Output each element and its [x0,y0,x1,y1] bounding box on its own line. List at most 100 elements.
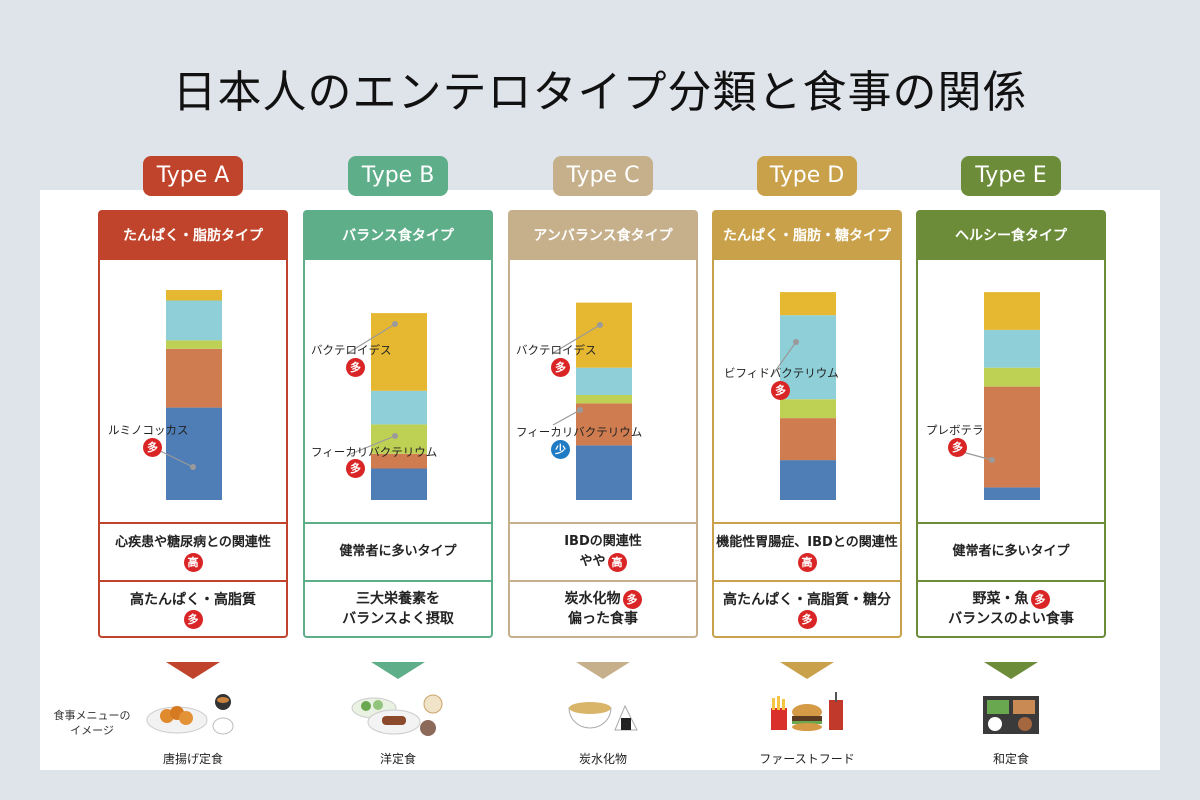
relation-text: 機能性胃腸症、IBDとの関連性 [716,534,898,550]
annotation-dot [392,433,398,439]
diet-description: 炭水化物多偏った食事 [510,580,696,636]
diet-description: 三大栄養素を バランスよく摂取 [305,580,491,636]
diet-text: 野菜・魚 [972,591,1029,607]
diet-text: 偏った食事 [568,611,638,627]
food-label: 和定食 [992,752,1029,766]
stacked-bar-svg [954,292,1040,500]
page-title: 日本人のエンテロタイプ分類と食事の関係 [172,67,1028,118]
bar-segment-orange [780,418,836,461]
type-badge: Type C [553,156,653,196]
bar-segment-cyan [984,329,1040,368]
stacked-bar-svg [770,292,836,500]
bacteria-level: 多 [948,436,967,457]
relation-text: やや [579,554,606,569]
diet-text: 三大栄養素を [356,591,440,607]
annotation-dot [392,321,398,327]
bar-segment-green [780,399,836,419]
annotation-leader-line [552,324,601,354]
diet-badge: 多 [797,609,817,629]
relation-text: 健常者に多いタイプ [952,544,1070,559]
composition-chart: プレボテラ多 [918,260,1104,522]
type-badge: Type D [757,156,857,196]
relation-badge: 高 [797,552,817,572]
bar-segment-green [576,395,632,404]
bacteria-level: 少 [551,438,570,459]
type-card: アンバランス食タイプ バクテロイデス多フィーカリバクテリウム少 IBDの関連性 やや高… [508,210,698,638]
card-header: たんぱく・脂肪・糖タイプ [714,212,900,260]
bacteria-label: ルミノコッカス [108,423,189,437]
annotation-dot [190,464,196,470]
type-column: Type C アンバランス食タイプ バクテロイデス多フィーカリバクテリウム少 IBDの… [508,0,698,800]
level-badge: 多 [143,438,162,457]
card-header: アンバランス食タイプ [510,212,696,260]
annotation-leader-line [552,409,581,426]
bar-segment-blue [166,407,222,500]
type-card: バランス食タイプ バクテロイデス多フィーカリバクテリウム多健常者に多いタイプ 三大栄… [303,210,493,638]
bacteria-label: バクテロイデス [516,343,597,357]
bar-segment-blue [576,445,632,500]
bar-segment-yellow [780,292,836,316]
food-illustration-icon [553,690,653,738]
bar-segment-cyan [576,367,632,395]
disease-relation: 健常者に多いタイプ [305,522,491,580]
down-arrow-icon [984,662,1038,679]
menu-image-label: 食事メニューのイメージ [53,709,131,737]
disease-relation: 機能性胃腸症、IBDとの関連性高 [714,522,900,580]
relation-badge: 高 [607,552,627,572]
food-illustration-icon [143,690,243,738]
relation-row: やや高 [579,552,627,572]
bar-segment-blue [371,468,427,500]
diet-description: 高たんぱく・高脂質・糖分多 [714,580,900,636]
annotation-leader-line [347,323,396,354]
annotation-dot [597,322,603,328]
diet-description: 野菜・魚多バランスのよい食事 [918,580,1104,636]
disease-relation: 心疾患や糖尿病との関連性高 [100,522,286,580]
diet-row: 炭水化物多 [565,589,642,609]
bacteria-label: バクテロイデス [311,343,392,357]
level-badge: 多 [948,438,967,457]
annotation-dot [793,339,799,345]
card-header: バランス食タイプ [305,212,491,260]
type-column: Type A たんぱく・脂肪タイプ ルミノコッカス多心疾患や糖尿病との関連性高高たん… [98,0,288,800]
bar-segment-cyan [780,315,836,400]
relation-text: 健常者に多いタイプ [339,544,457,559]
bacteria-label: フィーカリバクテリウム [311,445,438,459]
level-badge: 多 [771,381,790,400]
bacteria-level: 多 [143,436,162,457]
diet-text: 高たんぱく・高脂質 [130,591,256,608]
stacked-bar-svg [347,313,427,500]
type-badge: Type A [143,156,243,196]
diet-row: 野菜・魚多 [973,589,1050,609]
bacteria-level: 多 [551,356,570,377]
annotation-dot [989,457,995,463]
bar-segment-orange [371,453,427,469]
type-card: たんぱく・脂肪タイプ ルミノコッカス多心疾患や糖尿病との関連性高高たんぱく・高脂質… [98,210,288,638]
bar-segment-orange [984,386,1040,488]
composition-chart: ルミノコッカス多 [100,260,286,522]
food-label: ファーストフード [759,752,855,766]
stacked-bar-svg [552,302,632,500]
bar-segment-orange [166,348,222,408]
level-badge: 多 [346,459,365,478]
food-illustration-icon [961,690,1061,738]
level-badge: 多 [551,358,570,377]
bacteria-level: 多 [771,379,790,400]
annotation-leader-line [347,435,396,456]
bar-segment-yellow [166,290,222,301]
disease-relation: IBDの関連性 やや高 [510,522,696,580]
bacteria-level: 多 [346,457,365,478]
down-arrow-icon [166,662,220,679]
composition-chart: バクテロイデス多フィーカリバクテリウム多 [305,260,491,522]
stacked-bar-svg [147,290,222,500]
diet-badge: 多 [622,589,642,609]
level-badge: 少 [551,440,570,459]
diet-badge: 多 [183,609,203,629]
bar-segment-cyan [371,390,427,425]
food-label: 炭水化物 [578,752,627,766]
food-label: 唐揚げ定食 [162,752,223,766]
bacteria-label: フィーカリバクテリウム [516,425,643,439]
bacteria-label: プレボテラ [926,423,984,437]
down-arrow-icon [371,662,425,679]
bar-segment-green [166,340,222,349]
bar-segment-blue [984,487,1040,500]
